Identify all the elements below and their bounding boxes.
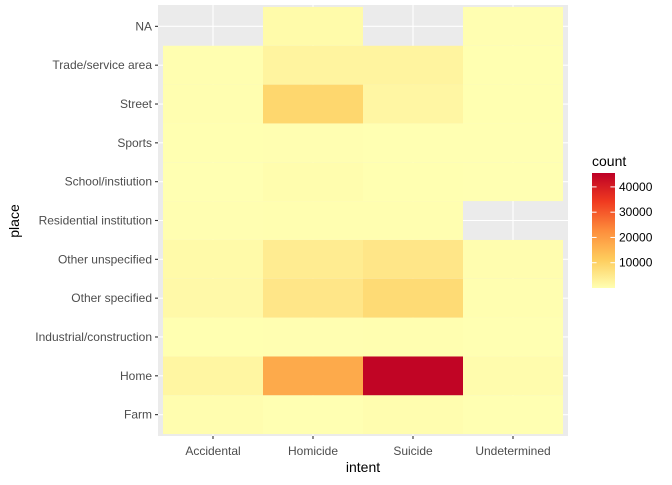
tile-accidental-school-instiution [163, 162, 263, 202]
tile-suicide-trade-service-area [363, 45, 463, 85]
tile-accidental-street [163, 84, 263, 124]
tile-undetermined-sports [463, 123, 563, 163]
x-tick-label: Suicide [393, 444, 433, 458]
y-tick-label: Home [120, 369, 152, 383]
legend-ticks: 10000 20000 30000 40000 [592, 180, 653, 270]
x-tick-label: Homicide [288, 444, 338, 458]
tile-suicide-other-unspecified [363, 239, 463, 279]
tile-suicide-farm [363, 395, 463, 435]
legend-tick-label: 40000 [619, 180, 653, 194]
tile-undetermined-school-instiution [463, 162, 563, 202]
tile-undetermined-farm [463, 395, 563, 435]
y-tick-label: School/instiution [65, 175, 152, 189]
tile-accidental-residential-institution [163, 201, 263, 240]
tile-suicide-home [363, 356, 463, 396]
legend-title: count [592, 153, 626, 169]
tile-accidental-other-unspecified [163, 239, 263, 279]
legend-tick-label: 30000 [619, 205, 653, 219]
x-tick-label: Undetermined [475, 444, 550, 458]
y-tick-label: NA [135, 19, 152, 33]
tile-homicide-na [263, 6, 363, 46]
tile-homicide-school-instiution [263, 162, 363, 202]
tile-undetermined-other-unspecified [463, 239, 563, 279]
tile-homicide-trade-service-area [263, 45, 363, 85]
y-axis-title: place [6, 204, 22, 238]
y-axis: Farm Home Industrial/construction Other spe… [35, 19, 158, 422]
y-tick-label: Trade/service area [52, 58, 152, 72]
tile-undetermined-other-specified [463, 278, 563, 318]
tile-homicide-other-specified [263, 278, 363, 318]
y-tick-label: Industrial/construction [35, 330, 152, 344]
tile-homicide-industrial-construction [263, 317, 363, 357]
tile-suicide-school-instiution [363, 162, 463, 202]
tile-accidental-farm [163, 395, 263, 435]
tile-homicide-farm [263, 395, 363, 435]
tile-undetermined-trade-service-area [463, 45, 563, 85]
tile-undetermined-industrial-construction [463, 317, 563, 357]
y-tick-label: Other unspecified [58, 252, 152, 266]
legend-tick-label: 20000 [619, 230, 653, 244]
x-tick-label: Accidental [185, 444, 240, 458]
tile-suicide-sports [363, 123, 463, 163]
tile-homicide-street [263, 84, 363, 124]
tile-accidental-trade-service-area [163, 45, 263, 85]
tile-suicide-residential-institution [363, 201, 463, 240]
tile-undetermined-home [463, 356, 563, 396]
tile-accidental-industrial-construction [163, 317, 263, 357]
legend-colorbar [592, 173, 615, 288]
tile-accidental-home [163, 356, 263, 396]
tile-undetermined-na [463, 6, 563, 46]
tile-homicide-other-unspecified [263, 239, 363, 279]
x-axis: Accidental Homicide Suicide Undetermined [185, 436, 551, 458]
tile-suicide-industrial-construction [363, 317, 463, 357]
tile-homicide-home [263, 356, 363, 396]
color-legend: count 10000 20000 30000 40000 [592, 153, 653, 288]
x-axis-title: intent [346, 459, 380, 475]
tile-undetermined-street [463, 84, 563, 124]
tile-suicide-other-specified [363, 278, 463, 318]
tile-accidental-sports [163, 123, 263, 163]
y-tick-label: Residential institution [39, 214, 152, 228]
y-tick-label: Sports [117, 136, 152, 150]
heatmap-tiles [163, 6, 563, 435]
legend-tick-label: 10000 [619, 256, 653, 270]
tile-homicide-residential-institution [263, 201, 363, 240]
y-tick-label: Other specified [71, 291, 152, 305]
tile-accidental-other-specified [163, 278, 263, 318]
tile-homicide-sports [263, 123, 363, 163]
y-tick-label: Street [120, 97, 153, 111]
y-tick-label: Farm [124, 408, 152, 422]
tile-suicide-street [363, 84, 463, 124]
